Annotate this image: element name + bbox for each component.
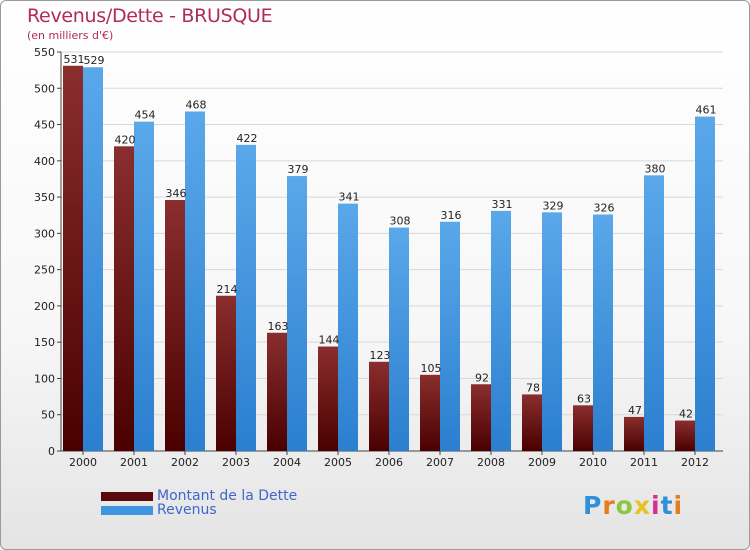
data-label: 422: [237, 132, 258, 145]
data-label: 316: [441, 209, 462, 222]
bar-dette: [114, 146, 134, 452]
y-tick-label: 400: [34, 155, 55, 168]
bar-dette: [63, 65, 83, 452]
x-tick-label: 2006: [375, 456, 403, 469]
logo-letter: r: [602, 491, 616, 520]
y-tick-label: 50: [41, 409, 55, 422]
x-tick-label: 2010: [579, 456, 607, 469]
legend-swatch-revenus: [101, 505, 153, 515]
data-label: 529: [84, 54, 105, 67]
x-tick-label: 2001: [120, 456, 148, 469]
bar-dette: [675, 420, 695, 451]
logo-letter: P: [583, 491, 603, 520]
data-label: 308: [390, 215, 411, 228]
bar-revenus: [83, 67, 103, 451]
x-tick-label: 2008: [477, 456, 505, 469]
bar-revenus: [593, 214, 613, 451]
data-label: 92: [475, 371, 489, 384]
bar-dette: [369, 361, 389, 451]
logo-letter: o: [615, 491, 634, 520]
bar-revenus: [134, 121, 154, 451]
bar-dette: [165, 199, 185, 451]
chart-subtitle: (en milliers d'€): [27, 29, 114, 42]
legend-label-revenus: Revenus: [157, 502, 217, 518]
x-tick-label: 2003: [222, 456, 250, 469]
bar-dette: [216, 295, 236, 451]
legend-label-dette: Montant de la Dette: [157, 488, 298, 504]
y-tick-label: 550: [34, 46, 55, 59]
legend-item-dette: Montant de la Dette: [101, 488, 297, 504]
legend-swatch-dette: [101, 491, 153, 501]
data-label: 454: [135, 109, 156, 122]
data-label: 379: [288, 163, 309, 176]
bar-dette: [522, 394, 542, 451]
x-tick-label: 2011: [630, 456, 658, 469]
y-tick-label: 100: [34, 372, 55, 385]
y-tick-label: 500: [34, 82, 55, 95]
data-label: 163: [268, 320, 289, 333]
y-tick-label: 250: [34, 264, 55, 277]
legend-item-revenus: Revenus: [101, 502, 217, 518]
bar-revenus: [644, 175, 664, 451]
data-label: 47: [628, 404, 642, 417]
data-label: 326: [594, 202, 615, 215]
bar-revenus: [185, 111, 205, 451]
bar-dette: [267, 332, 287, 451]
bar-revenus: [287, 176, 307, 451]
proxiti-logo: Proxiti: [583, 491, 683, 520]
data-label: 123: [370, 349, 391, 362]
data-label: 78: [526, 381, 540, 394]
axes: 0 50 100 150 200 250 300 350 400 450 500 550 2000 200…: [34, 46, 723, 469]
data-label: 420: [115, 133, 136, 146]
data-labels: 531 529 420 454 346 468 214 422 163 379 144 341 123 3…: [64, 53, 717, 421]
data-label: 346: [166, 187, 187, 200]
bar-dette: [573, 405, 593, 451]
bar-revenus: [338, 203, 358, 451]
x-tick-label: 2002: [171, 456, 199, 469]
data-label: 461: [696, 104, 717, 117]
logo-letter: x: [633, 491, 651, 520]
data-label: 380: [645, 162, 666, 175]
logo-letter: i: [673, 491, 684, 520]
bar-revenus: [695, 116, 715, 451]
data-label: 105: [421, 362, 442, 375]
bar-revenus: [440, 221, 460, 451]
bars: [63, 65, 715, 452]
logo-letter: t: [660, 491, 674, 520]
logo-letter: i: [651, 491, 661, 520]
data-label: 329: [543, 199, 564, 212]
x-tick-label: 2007: [426, 456, 454, 469]
bar-revenus: [542, 212, 562, 451]
y-tick-label: 200: [34, 300, 55, 313]
bar-dette: [624, 416, 644, 451]
data-label: 214: [217, 283, 238, 296]
y-tick-label: 350: [34, 191, 55, 204]
data-label: 144: [319, 334, 340, 347]
data-label: 63: [577, 392, 591, 405]
data-label: 341: [339, 191, 360, 204]
x-tick-label: 2005: [324, 456, 352, 469]
x-tick-label: 2000: [69, 456, 97, 469]
bar-revenus: [389, 227, 409, 451]
bar-dette: [318, 346, 338, 451]
data-label: 531: [64, 53, 85, 66]
x-tick-label: 2009: [528, 456, 556, 469]
x-tick-label: 2012: [681, 456, 709, 469]
chart-title: Revenus/Dette - BRUSQUE: [27, 5, 273, 27]
bar-revenus: [491, 210, 511, 451]
bar-dette: [471, 384, 491, 451]
y-tick-label: 450: [34, 119, 55, 132]
data-label: 42: [679, 408, 693, 421]
bar-dette: [420, 374, 440, 451]
y-tick-label: 150: [34, 336, 55, 349]
y-tick-label: 0: [48, 445, 55, 458]
bar-revenus: [236, 144, 256, 451]
data-label: 468: [186, 98, 207, 111]
x-tick-label: 2004: [273, 456, 301, 469]
y-tick-label: 300: [34, 227, 55, 240]
data-label: 331: [492, 198, 513, 211]
